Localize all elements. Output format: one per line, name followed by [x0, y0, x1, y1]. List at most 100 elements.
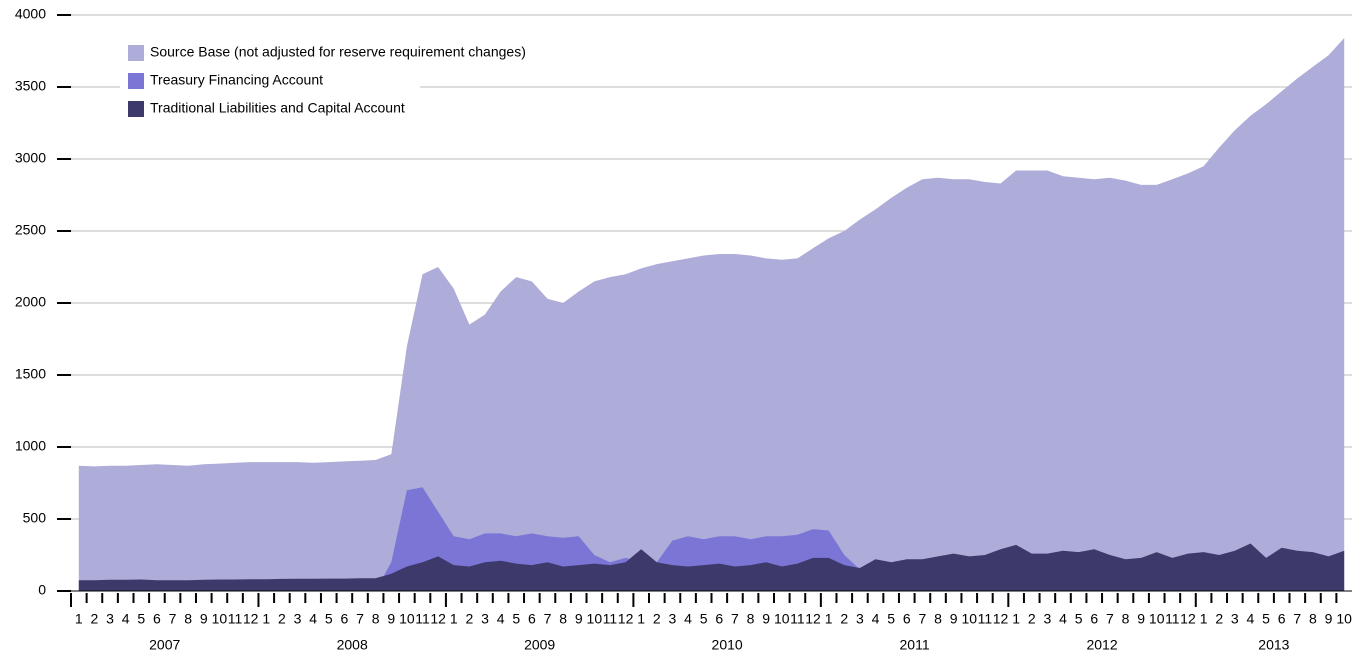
x-tick-label: 3 — [106, 611, 114, 627]
x-tick-label: 2 — [465, 611, 473, 627]
x-tick-label: 11 — [978, 611, 993, 627]
x-tick-label: 12 — [243, 611, 259, 627]
x-tick-label: 1 — [637, 611, 645, 627]
x-tick-label: 2 — [278, 611, 286, 627]
area — [78, 487, 1345, 591]
x-tick-label: 6 — [528, 611, 536, 627]
year-label: 2012 — [1086, 637, 1117, 653]
x-tick-label: 4 — [122, 611, 130, 627]
x-tick-label: 9 — [950, 611, 958, 627]
x-tick-label: 4 — [872, 611, 880, 627]
x-tick-label: 2 — [840, 611, 848, 627]
y-tick-label: 0 — [38, 582, 46, 598]
x-tick-label: 11 — [228, 611, 243, 627]
x-tick-label: 7 — [356, 611, 364, 627]
x-tick-label: 8 — [184, 611, 192, 627]
x-tick-label: 5 — [137, 611, 145, 627]
x-tick-label: 4 — [684, 611, 692, 627]
legend-swatch — [128, 73, 144, 89]
x-tick-label: 6 — [1090, 611, 1098, 627]
legend-label: Treasury Financing Account — [150, 72, 323, 88]
x-tick-label: 10 — [212, 611, 228, 627]
year-label: 2008 — [337, 637, 368, 653]
x-tick-label: 8 — [747, 611, 755, 627]
x-tick-label: 8 — [372, 611, 380, 627]
x-tick-label: 11 — [603, 611, 618, 627]
year-label: 2013 — [1258, 637, 1289, 653]
x-tick-label: 9 — [575, 611, 583, 627]
x-tick-label: 5 — [325, 611, 333, 627]
y-tick-label: 3500 — [15, 78, 46, 94]
x-tick-label: 1 — [450, 611, 458, 627]
y-tick-label: 3000 — [15, 150, 46, 166]
x-tick-label: 2 — [1028, 611, 1036, 627]
x-tick-label: 5 — [1262, 611, 1270, 627]
x-tick-label: 3 — [856, 611, 864, 627]
x-tick-label: 4 — [497, 611, 505, 627]
x-tick-label: 6 — [903, 611, 911, 627]
x-tick-label: 11 — [415, 611, 430, 627]
x-tick-label: 3 — [669, 611, 677, 627]
x-tick-label: 10 — [587, 611, 603, 627]
x-tick-label: 2 — [653, 611, 661, 627]
x-tick-label: 3 — [1231, 611, 1239, 627]
x-tick-label: 4 — [1059, 611, 1067, 627]
legend-bg — [120, 38, 420, 124]
x-tick-label: 1 — [1012, 611, 1020, 627]
x-tick-label: 3 — [481, 611, 489, 627]
x-tick-label: 3 — [1043, 611, 1051, 627]
x-tick-label: 6 — [153, 611, 161, 627]
x-tick-label: 5 — [512, 611, 520, 627]
year-label: 2009 — [524, 637, 555, 653]
y-tick-label: 500 — [23, 510, 47, 526]
x-tick-label: 10 — [1149, 611, 1165, 627]
y-tick-label: 1500 — [15, 366, 46, 382]
x-tick-label: 8 — [559, 611, 567, 627]
x-tick-label: 7 — [731, 611, 739, 627]
x-tick-label: 5 — [700, 611, 708, 627]
x-tick-label: 8 — [1122, 611, 1130, 627]
x-tick-label: 12 — [1180, 611, 1196, 627]
x-tick-label: 1 — [825, 611, 833, 627]
x-tick-label: 9 — [762, 611, 770, 627]
x-tick-label: 8 — [1309, 611, 1317, 627]
area — [78, 38, 1345, 591]
x-tick-label: 12 — [993, 611, 1009, 627]
x-tick-label: 8 — [934, 611, 942, 627]
x-tick-label: 12 — [430, 611, 446, 627]
x-tick-label: 12 — [805, 611, 821, 627]
x-tick-label: 1 — [75, 611, 83, 627]
legend-swatch — [128, 45, 144, 61]
x-tick-label: 11 — [1165, 611, 1180, 627]
x-tick-label: 2 — [1215, 611, 1223, 627]
area — [78, 543, 1345, 591]
x-tick-label: 10 — [399, 611, 415, 627]
x-tick-label: 2 — [91, 611, 99, 627]
x-tick-label: 9 — [387, 611, 395, 627]
y-tick-label: 4000 — [15, 6, 46, 22]
y-tick-label: 2000 — [15, 294, 46, 310]
x-tick-label: 4 — [1247, 611, 1255, 627]
x-tick-label: 9 — [200, 611, 208, 627]
y-tick-label: 1000 — [15, 438, 46, 454]
x-tick-label: 9 — [1325, 611, 1333, 627]
x-tick-label: 7 — [1293, 611, 1301, 627]
legend-swatch — [128, 101, 144, 117]
x-tick-label: 4 — [309, 611, 317, 627]
x-tick-label: 7 — [1106, 611, 1114, 627]
x-tick-label: 12 — [618, 611, 634, 627]
year-label: 2011 — [900, 637, 930, 653]
x-tick-label: 6 — [340, 611, 348, 627]
legend-label: Traditional Liabilities and Capital Acco… — [150, 100, 405, 116]
x-tick-label: 11 — [790, 611, 805, 627]
x-tick-label: 7 — [169, 611, 177, 627]
x-tick-label: 5 — [887, 611, 895, 627]
x-tick-label: 7 — [544, 611, 552, 627]
x-tick-label: 10 — [774, 611, 790, 627]
x-tick-label: 9 — [1137, 611, 1145, 627]
x-tick-label: 6 — [715, 611, 723, 627]
x-tick-label: 10 — [961, 611, 977, 627]
x-tick-label: 1 — [1200, 611, 1208, 627]
y-tick-label: 2500 — [15, 222, 46, 238]
